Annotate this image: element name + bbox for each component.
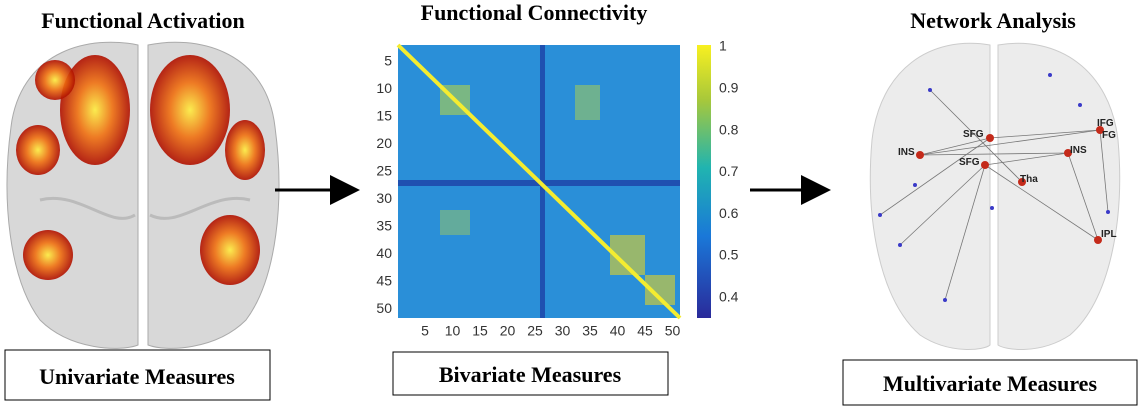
y-tick-label: 10 (376, 80, 392, 96)
y-tick-label: 15 (376, 108, 392, 124)
x-tick-label: 25 (527, 323, 543, 339)
y-tick-label: 5 (384, 53, 392, 69)
caption: Multivariate Measures (883, 371, 1097, 396)
node-label: IFG (1097, 118, 1114, 129)
brain-activation (6, 41, 280, 349)
y-tick-label: 50 (376, 300, 392, 316)
x-tick-label: 30 (555, 323, 571, 339)
node-label: SFG (963, 129, 984, 140)
colorbar-tick-label: 1 (719, 38, 727, 54)
node-label: Tha (1020, 174, 1038, 185)
panel-title: Network Analysis (910, 8, 1076, 33)
x-tick-label: 35 (582, 323, 598, 339)
caption-box (842, 359, 1138, 406)
colorbar-tick-label: 0.8 (719, 121, 739, 137)
caption: Bivariate Measures (439, 362, 622, 387)
x-tick-label: 45 (637, 323, 653, 339)
colorbar-tick-label: 0.7 (719, 163, 739, 179)
caption-box (4, 349, 271, 401)
x-tick-label: 50 (665, 323, 681, 339)
y-tick-label: 20 (376, 135, 392, 151)
y-tick-label: 25 (376, 163, 392, 179)
y-tick-label: 30 (376, 190, 392, 206)
x-tick-label: 40 (610, 323, 626, 339)
colorbar-tick-label: 0.5 (719, 247, 739, 263)
x-tick-label: 10 (445, 323, 461, 339)
node-label: FG (1102, 130, 1116, 141)
node-label: IPL (1101, 229, 1117, 240)
y-tick-label: 40 (376, 245, 392, 261)
node-label: INS (898, 147, 915, 158)
x-tick-label: 15 (472, 323, 488, 339)
caption-box (392, 351, 669, 396)
glass-brain (869, 42, 1121, 350)
y-tick-label: 45 (376, 273, 392, 289)
colorbar-tick-label: 0.6 (719, 205, 739, 221)
x-tick-label: 5 (421, 323, 429, 339)
caption: Univariate Measures (39, 364, 235, 389)
x-tick-label: 20 (500, 323, 516, 339)
node-label: INS (1070, 145, 1087, 156)
colorbar-tick-label: 0.4 (719, 289, 739, 305)
node-label: SFG (959, 157, 980, 168)
panel-title: Functional Activation (41, 8, 245, 33)
connectivity-matrix (396, 43, 711, 320)
y-tick-label: 35 (376, 218, 392, 234)
panel-title: Functional Connectivity (421, 0, 648, 25)
colorbar-tick-label: 0.9 (719, 80, 739, 96)
